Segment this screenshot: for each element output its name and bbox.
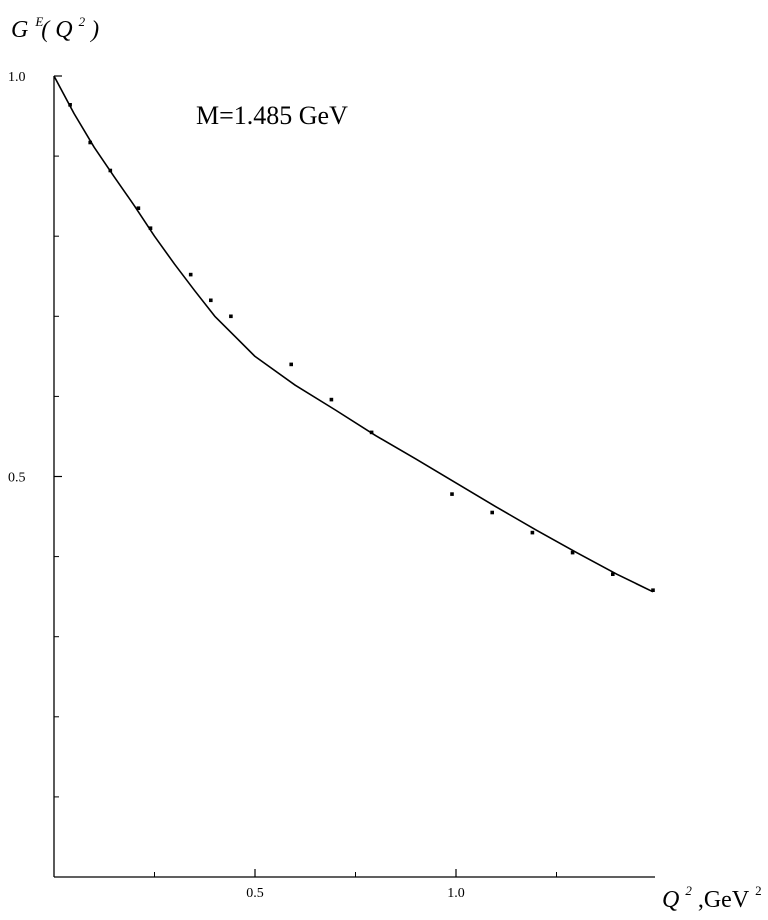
data-point: [68, 103, 72, 107]
x-tick-label: 1.0: [447, 886, 465, 901]
data-point: [136, 206, 141, 210]
data-point: [651, 588, 655, 592]
data-point: [611, 572, 615, 576]
y-axis-title: G E ( Q 2 ): [11, 6, 99, 43]
data-point: [369, 430, 374, 435]
x-axis-title-sup-2: 2: [755, 883, 762, 898]
x-axis-title: Q 2 ,GeV 2: [662, 875, 762, 913]
fit-curve: [53, 75, 654, 593]
axes: [53, 76, 655, 878]
data-point: [148, 226, 153, 230]
x-axis-title-sup-1: 2: [685, 883, 692, 898]
y-axis-title-var: Q: [55, 17, 72, 43]
ticks: [54, 75, 557, 877]
annotation-mass: M=1.485 GeV: [196, 101, 348, 130]
y-axis-title-sup-2: 2: [79, 14, 86, 29]
data-point: [108, 168, 113, 173]
y-tick-label: 0.5: [8, 471, 26, 486]
data-point: [329, 397, 334, 402]
x-tick-label: 0.5: [246, 886, 264, 901]
data-point: [229, 314, 233, 319]
data-point: [209, 298, 213, 303]
y-axis-title-paren-close: ): [89, 17, 99, 43]
data-point: [188, 272, 193, 277]
y-tick-label: 1.0: [8, 70, 26, 85]
y-axis-title-paren-open: (: [41, 17, 51, 43]
data-point: [88, 140, 92, 145]
x-axis-title-var: Q: [662, 887, 679, 913]
tick-labels: 0.5 1.0 0.5 1.0: [8, 70, 465, 901]
y-axis-title-sup-e: E: [34, 14, 43, 29]
data-point: [530, 530, 535, 535]
data-point: [490, 510, 494, 515]
y-axis-title-main: G: [11, 17, 28, 43]
x-axis-title-unit: ,GeV: [698, 887, 750, 913]
data-point: [289, 362, 293, 367]
data-point: [450, 492, 454, 496]
data-point: [570, 550, 575, 555]
data-points: [68, 103, 655, 592]
